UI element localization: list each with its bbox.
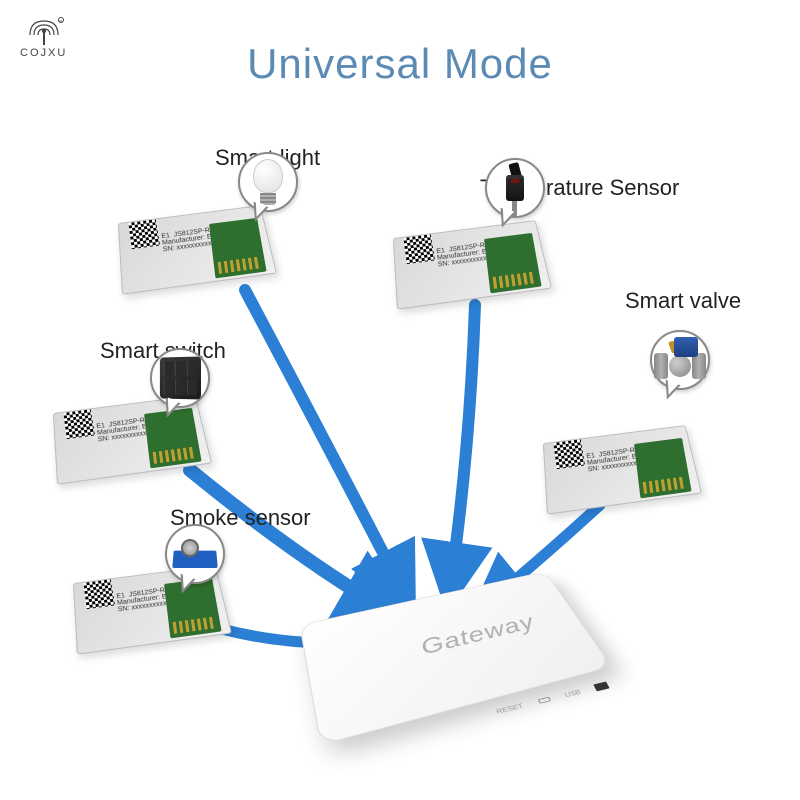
callout-bubble <box>650 330 710 390</box>
module-smart-light: E1 JS812SP-R EBYTEManufacturer: EBYTESN:… <box>120 210 270 285</box>
antenna-icon: R <box>24 15 64 45</box>
callout-bubble <box>165 524 225 584</box>
smoke-sensor-icon <box>173 539 217 569</box>
callout-bubble <box>150 348 210 408</box>
valve-icon <box>652 337 708 383</box>
qr-code-icon <box>83 579 115 609</box>
reset-label: RESET <box>495 702 524 715</box>
usb-label: USB <box>564 688 582 698</box>
qr-code-icon <box>553 439 585 469</box>
temperature-sensor-icon: 888 <box>500 163 530 213</box>
callout-bubble <box>238 152 298 212</box>
arrow-smart-light <box>245 290 405 595</box>
qr-code-icon <box>63 409 95 439</box>
brand-name: COJXU <box>20 47 67 59</box>
gateway-body <box>299 571 612 745</box>
module-smart-valve: E1 JS812SP-R EBYTEManufacturer: EBYTESN:… <box>545 430 695 505</box>
module-temp-sensor: E1 JS812SP-R EBYTEManufacturer: EBYTESN:… <box>395 225 545 300</box>
module-smart-switch: E1 JS812SP-R EBYTEManufacturer: EBYTESN:… <box>55 400 205 475</box>
usb-port-icon <box>537 697 550 704</box>
brand-logo: R COJXU <box>20 15 67 59</box>
pcb-icon <box>164 578 222 639</box>
callout-bubble: 888 <box>485 158 545 218</box>
bulb-icon <box>250 159 286 205</box>
qr-code-icon <box>403 234 435 264</box>
svg-text:R: R <box>59 19 62 24</box>
pcb-icon <box>209 218 267 279</box>
gateway-device: Gateway RESET USB <box>310 570 630 750</box>
pcb-icon <box>484 233 542 294</box>
qr-code-icon <box>128 219 160 249</box>
page-title: Universal Mode <box>247 40 553 88</box>
pcb-icon <box>634 438 692 499</box>
label-smart-valve: Smart valve <box>625 288 741 314</box>
arrow-temp-sensor <box>450 305 475 590</box>
switch-icon <box>160 357 201 400</box>
ethernet-port-icon <box>593 682 609 692</box>
